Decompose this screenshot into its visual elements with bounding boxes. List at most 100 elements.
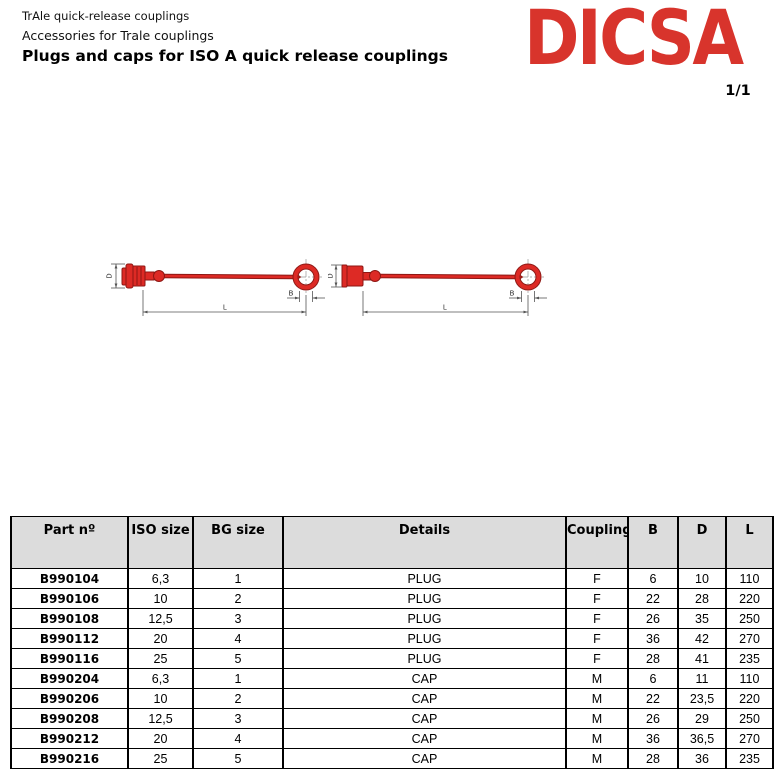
page-number: 1/1 (725, 83, 751, 99)
cell-details: PLUG (282, 568, 567, 589)
cell-coupling: M (565, 728, 629, 749)
cell-coupling: M (565, 748, 629, 769)
document-header: TrAle quick-release couplings Accessorie… (22, 9, 448, 65)
cell-bg-size: 4 (192, 628, 284, 649)
table-row: B990112 20 4 PLUG F 36 42 270 (10, 628, 774, 649)
cell-details: CAP (282, 708, 567, 729)
cell-b: 36 (627, 628, 679, 649)
table-row: B990206 10 2 CAP M 22 23,5 220 (10, 688, 774, 709)
plug-dim-label-d: D (107, 273, 114, 278)
cell-details: PLUG (282, 588, 567, 609)
cell-d: 10 (677, 568, 727, 589)
cell-coupling: M (565, 708, 629, 729)
cell-l: 250 (725, 608, 774, 629)
cell-coupling: F (565, 648, 629, 669)
cell-bg-size: 2 (192, 688, 284, 709)
cell-iso-size: 6,3 (127, 568, 194, 589)
cell-part-no: B990216 (10, 748, 129, 769)
cell-coupling: F (565, 588, 629, 609)
cell-part-no: B990204 (10, 668, 129, 689)
cell-b: 6 (627, 668, 679, 689)
cell-l: 220 (725, 688, 774, 709)
plug-dim-label-l: L (223, 305, 227, 312)
plug-body (121, 263, 302, 289)
cell-part-no: B990206 (10, 688, 129, 709)
cell-b: 6 (627, 568, 679, 589)
cell-details: CAP (282, 748, 567, 769)
cell-bg-size: 1 (192, 668, 284, 689)
plug-dimension-arrows (114, 264, 317, 314)
plug-ring (292, 263, 320, 291)
cell-details: PLUG (282, 648, 567, 669)
cell-d: 36,5 (677, 728, 727, 749)
table-row: B990216 25 5 CAP M 28 36 235 (10, 748, 774, 769)
cell-l: 250 (725, 708, 774, 729)
column-header-iso-size: ISO size (127, 516, 194, 569)
cell-details: CAP (282, 728, 567, 749)
cell-iso-size: 12,5 (127, 708, 194, 729)
plug-diagram: D B L (107, 259, 325, 316)
cell-d: 42 (677, 628, 727, 649)
column-header-part-no: Part nº (10, 516, 129, 569)
specs-table: Part nº ISO size BG size Details Couplin… (10, 516, 774, 769)
page-title: Plugs and caps for ISO A quick release c… (22, 47, 448, 65)
cell-l: 110 (725, 668, 774, 689)
cell-bg-size: 3 (192, 708, 284, 729)
cell-coupling: F (565, 628, 629, 649)
cap-dim-label-b: B (510, 291, 515, 298)
cell-part-no: B990116 (10, 648, 129, 669)
cell-b: 26 (627, 608, 679, 629)
column-header-l: L (725, 516, 774, 569)
cell-bg-size: 1 (192, 568, 284, 589)
cell-iso-size: 10 (127, 588, 194, 609)
cell-bg-size: 5 (192, 748, 284, 769)
cell-d: 41 (677, 648, 727, 669)
cell-details: PLUG (282, 608, 567, 629)
cell-details: CAP (282, 668, 567, 689)
column-header-d: D (677, 516, 727, 569)
cell-bg-size: 4 (192, 728, 284, 749)
table-row: B990208 12,5 3 CAP M 26 29 250 (10, 708, 774, 729)
cap-dim-labels: D B L (328, 273, 515, 311)
cell-bg-size: 2 (192, 588, 284, 609)
cell-d: 36 (677, 748, 727, 769)
cell-b: 22 (627, 588, 679, 609)
cell-d: 35 (677, 608, 727, 629)
cell-l: 110 (725, 568, 774, 589)
plug-dim-label-b: B (289, 291, 294, 298)
cell-part-no: B990212 (10, 728, 129, 749)
cell-b: 28 (627, 748, 679, 769)
brand-logo: DICSA (524, 0, 744, 82)
cap-dim-label-d: D (328, 273, 334, 278)
cell-iso-size: 10 (127, 688, 194, 709)
cell-coupling: F (565, 608, 629, 629)
cell-part-no: B990112 (10, 628, 129, 649)
table-row: B990204 6,3 1 CAP M 6 11 110 (10, 668, 774, 689)
cell-part-no: B990104 (10, 568, 129, 589)
cell-b: 36 (627, 728, 679, 749)
cell-details: CAP (282, 688, 567, 709)
cell-iso-size: 25 (127, 648, 194, 669)
cap-ring (514, 263, 542, 291)
cap-dim-label-l: L (443, 305, 447, 312)
table-row: B990104 6,3 1 PLUG F 6 10 110 (10, 568, 774, 589)
cell-part-no: B990106 (10, 588, 129, 609)
cell-iso-size: 20 (127, 728, 194, 749)
cell-d: 23,5 (677, 688, 727, 709)
cell-l: 220 (725, 588, 774, 609)
column-header-bg-size: BG size (192, 516, 284, 569)
cell-bg-size: 3 (192, 608, 284, 629)
column-header-coupling: Coupling (565, 516, 629, 569)
cell-d: 11 (677, 668, 727, 689)
cell-b: 22 (627, 688, 679, 709)
cell-b: 26 (627, 708, 679, 729)
cell-l: 235 (725, 648, 774, 669)
cap-dimension-arrows (334, 265, 539, 314)
plug-dim-labels: D B L (107, 273, 294, 311)
cell-l: 235 (725, 748, 774, 769)
cap-diagram: D B L (328, 259, 547, 316)
cap-head (341, 264, 348, 288)
cell-l: 270 (725, 728, 774, 749)
cap-body (341, 264, 524, 288)
cell-coupling: M (565, 688, 629, 709)
